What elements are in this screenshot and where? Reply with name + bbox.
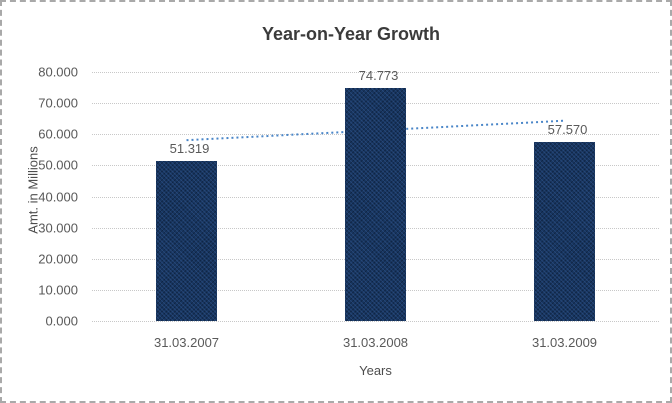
bar-value-label: 74.773	[358, 68, 399, 84]
bar	[534, 141, 595, 321]
bar-value-label: 57.570	[547, 121, 588, 137]
bar	[156, 161, 217, 321]
bar	[345, 88, 406, 321]
y-tick-label: 40.000	[38, 189, 78, 204]
y-tick-label: 50.000	[38, 157, 78, 173]
gridline	[92, 72, 659, 73]
x-tick-label: 31.03.2007	[153, 335, 220, 350]
y-tick-label: 20.000	[38, 251, 78, 267]
x-tick-label: 31.03.2008	[342, 335, 409, 350]
x-axis-title: Years	[359, 363, 392, 378]
bar-value-label: 51.319	[169, 141, 210, 157]
y-tick-label: 0.000	[45, 313, 78, 329]
y-tick-label: 10.000	[38, 282, 78, 298]
y-tick-label: 60.000	[38, 126, 78, 142]
chart-title: Year-on-Year Growth	[261, 24, 441, 44]
y-tick-label: 70.000	[38, 95, 78, 111]
x-tick-label: 31.03.2009	[531, 335, 598, 350]
y-tick-label: 30.000	[38, 220, 78, 236]
gridline	[92, 321, 659, 322]
y-tick-label: 80.000	[38, 64, 78, 80]
